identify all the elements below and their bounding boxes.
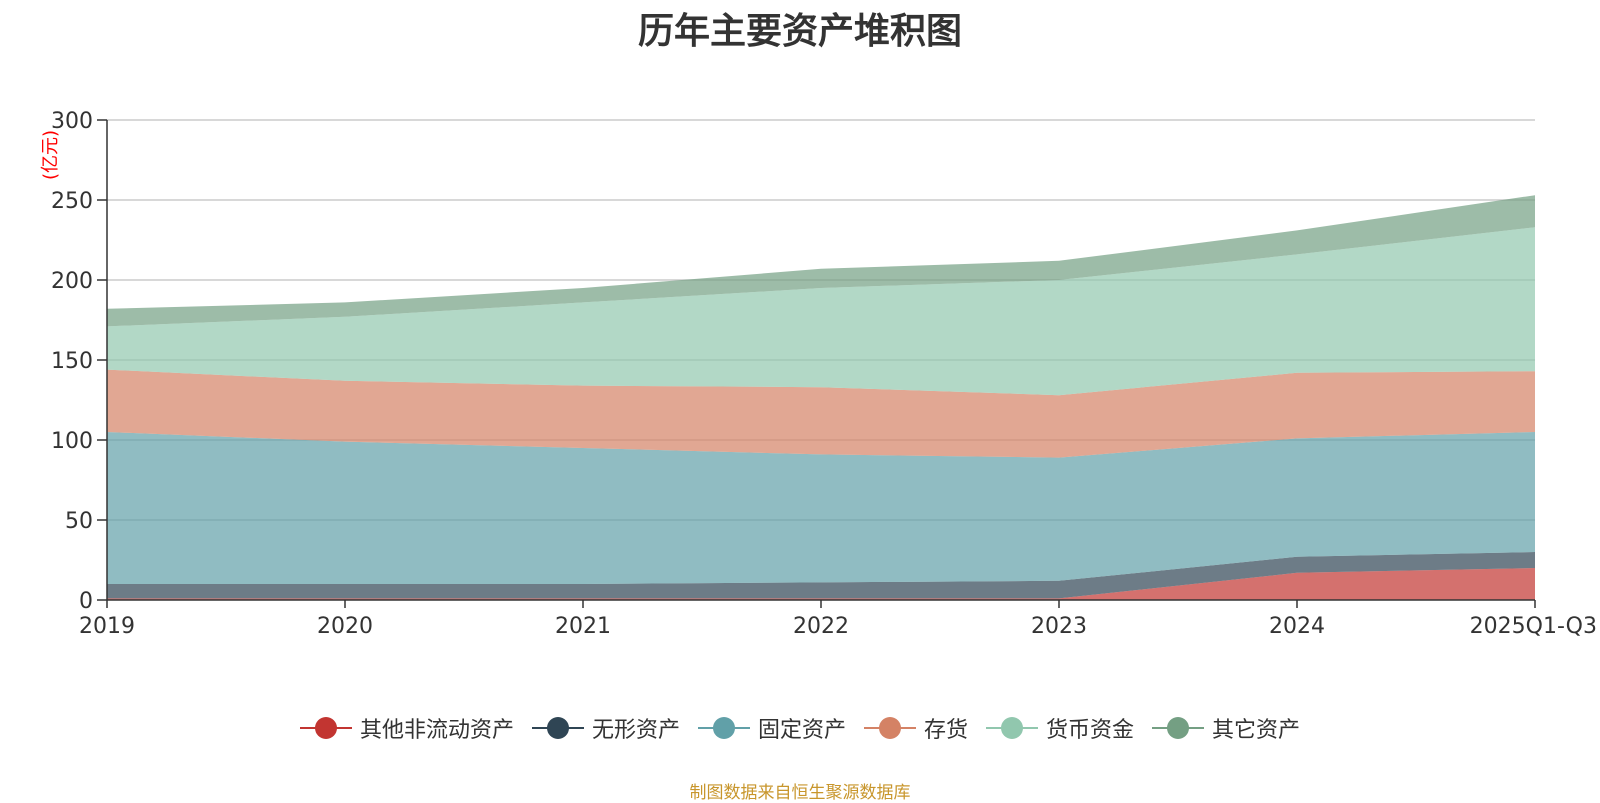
legend-marker-icon xyxy=(299,716,352,740)
legend-label: 货币资金 xyxy=(1046,718,1135,743)
legend: 其他非流动资产 无形资产 固定资产 存货 货币资金 其它资产 xyxy=(0,712,1600,744)
area-series-0[interactable] xyxy=(107,568,1535,600)
legend-item[interactable]: 其他非流动资产 xyxy=(299,712,514,744)
x-tick-label: 2023 xyxy=(1031,614,1087,639)
legend-marker-dot xyxy=(1167,717,1190,739)
y-tick-label: 50 xyxy=(65,509,93,534)
legend-marker-dot xyxy=(879,717,901,739)
legend-marker-dot xyxy=(1001,717,1024,739)
chart-title: 历年主要资产堆积图 xyxy=(637,11,962,52)
area-series-5[interactable] xyxy=(107,195,1535,327)
legend-label: 其它资产 xyxy=(1212,718,1301,743)
axes: 0 50 100 150 200 250 300 2019 2020 2021 2022 2023 20… xyxy=(51,109,1597,639)
x-tick-label: 2024 xyxy=(1269,614,1325,639)
y-tick-label: 200 xyxy=(51,269,93,294)
x-tick-label: 2020 xyxy=(317,614,373,639)
source-note: 制图数据来自恒生聚源数据库 xyxy=(689,783,911,803)
legend-marker-icon xyxy=(986,716,1039,740)
area-series-1[interactable] xyxy=(107,552,1535,599)
legend-item[interactable]: 存货 xyxy=(864,712,968,744)
y-tick-label: 150 xyxy=(51,349,93,374)
legend-marker-icon xyxy=(531,716,584,740)
legend-label: 存货 xyxy=(924,718,969,743)
area-series-4[interactable] xyxy=(107,227,1535,396)
legend-marker-dot xyxy=(314,717,337,739)
y-tick-label: 100 xyxy=(51,429,93,454)
legend-item[interactable]: 无形资产 xyxy=(531,712,680,744)
x-tick-label: 2021 xyxy=(555,614,611,639)
area-series-layer xyxy=(107,195,1535,600)
legend-marker-icon xyxy=(1152,716,1205,740)
y-tick-label: 300 xyxy=(51,109,93,134)
legend-marker-dot xyxy=(712,717,735,739)
area-series-2[interactable] xyxy=(107,432,1535,584)
legend-marker-dot xyxy=(546,717,569,739)
legend-item[interactable]: 货币资金 xyxy=(986,712,1134,744)
legend-label: 固定资产 xyxy=(757,718,846,743)
y-tick-label: 0 xyxy=(79,589,93,614)
x-tick-label: 2019 xyxy=(79,614,135,639)
area-series-3[interactable] xyxy=(107,369,1535,458)
y-tick-label: 250 xyxy=(51,189,93,214)
legend-marker-icon xyxy=(697,716,750,740)
legend-label: 无形资产 xyxy=(591,718,680,743)
x-tick-label: 2022 xyxy=(793,614,849,639)
legend-marker-icon xyxy=(864,716,916,740)
legend-item[interactable]: 固定资产 xyxy=(697,712,846,744)
legend-label: 其他非流动资产 xyxy=(359,718,514,743)
x-tick-label: 2025Q1-Q3 xyxy=(1470,614,1597,639)
legend-item[interactable]: 其它资产 xyxy=(1152,712,1300,744)
